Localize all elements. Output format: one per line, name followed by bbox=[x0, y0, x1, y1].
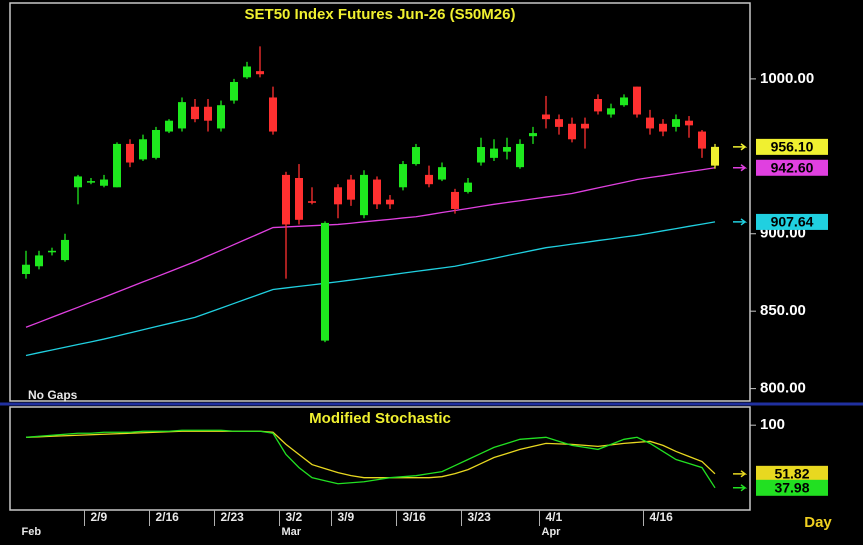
last-value-arrow bbox=[733, 484, 748, 492]
candle-body bbox=[282, 174, 290, 225]
panel-title: Modified Stochastic bbox=[309, 410, 451, 427]
candle-body bbox=[542, 114, 550, 120]
candle-body bbox=[74, 176, 82, 188]
last-value-box bbox=[756, 159, 828, 176]
candle-body bbox=[425, 174, 433, 185]
candle-body bbox=[347, 179, 355, 200]
candle-body bbox=[321, 222, 329, 341]
candle-body bbox=[516, 143, 524, 168]
chart-title: SET50 Index Futures Jun-26 (S50M26) bbox=[245, 6, 516, 23]
candle-body bbox=[35, 255, 43, 267]
last-value-arrow bbox=[733, 218, 748, 226]
candle-body bbox=[568, 123, 576, 140]
candle-body bbox=[152, 129, 160, 158]
candle-body bbox=[113, 143, 121, 188]
candle-body bbox=[490, 148, 498, 158]
x-tick-label: 2/9 bbox=[91, 510, 108, 524]
candle-body bbox=[87, 181, 95, 183]
candle-body bbox=[646, 117, 654, 129]
last-value-box bbox=[756, 479, 828, 496]
candle-body bbox=[581, 123, 589, 129]
candle-body bbox=[295, 177, 303, 220]
candle-body bbox=[217, 105, 225, 129]
last-value-box bbox=[756, 213, 828, 230]
x-tick-label: 2/23 bbox=[221, 510, 245, 524]
last-value-box bbox=[756, 138, 828, 155]
month-label: Feb bbox=[22, 526, 42, 538]
candle-body bbox=[165, 120, 173, 132]
x-tick-label: 3/16 bbox=[403, 510, 427, 524]
candle-body bbox=[711, 146, 719, 166]
moving-average-line bbox=[25, 167, 716, 328]
candle-body bbox=[503, 147, 511, 152]
last-value-arrow bbox=[733, 164, 748, 172]
candle-body bbox=[399, 164, 407, 188]
last-value-arrow bbox=[733, 470, 748, 478]
last-value-arrow bbox=[733, 143, 748, 151]
candle-body bbox=[438, 167, 446, 180]
candle-body bbox=[22, 264, 30, 275]
candle-body bbox=[126, 143, 134, 163]
last-value-label: 907.64 bbox=[771, 214, 814, 230]
candle-body bbox=[607, 108, 615, 115]
candle-body bbox=[360, 174, 368, 216]
candle-body bbox=[685, 120, 693, 126]
month-label: Apr bbox=[542, 526, 562, 538]
last-value-label: 51.82 bbox=[774, 466, 809, 482]
x-tick-label: 4/16 bbox=[650, 510, 674, 524]
y-tick-label: 850.00 bbox=[760, 302, 806, 319]
candle-body bbox=[269, 97, 277, 132]
candle-body bbox=[256, 71, 264, 75]
candle-body bbox=[334, 187, 342, 205]
annotation: No Gaps bbox=[28, 388, 78, 402]
y-tick-label: 1000.00 bbox=[760, 70, 814, 87]
candle-body bbox=[633, 86, 641, 115]
candle-body bbox=[243, 66, 251, 78]
last-value-box bbox=[756, 465, 828, 482]
x-tick-label: 3/9 bbox=[338, 510, 355, 524]
month-label: Mar bbox=[282, 526, 302, 538]
x-tick-label: 3/2 bbox=[286, 510, 303, 524]
candle-body bbox=[204, 106, 212, 121]
candle-body bbox=[451, 191, 459, 209]
candle-body bbox=[178, 102, 186, 129]
candle-body bbox=[659, 123, 667, 132]
period-label: Day bbox=[804, 514, 832, 531]
candle-body bbox=[308, 201, 316, 203]
candle-body bbox=[139, 139, 147, 160]
candle-body bbox=[529, 133, 537, 137]
candle-body bbox=[191, 106, 199, 120]
main-panel-frame bbox=[9, 2, 751, 402]
candle-body bbox=[61, 239, 69, 261]
candle-body bbox=[100, 179, 108, 186]
last-value-label: 956.10 bbox=[771, 139, 814, 155]
candle-body bbox=[373, 179, 381, 205]
y-tick-label: 800.00 bbox=[760, 380, 806, 397]
candle-body bbox=[594, 99, 602, 112]
moving-average-line bbox=[25, 221, 716, 357]
candle-body bbox=[698, 131, 706, 149]
candle-body bbox=[477, 147, 485, 163]
last-value-label: 942.60 bbox=[771, 159, 814, 175]
candle-body bbox=[48, 250, 56, 253]
candle-body bbox=[555, 119, 563, 127]
x-tick-label: 3/23 bbox=[468, 510, 492, 524]
x-tick-label: 4/1 bbox=[546, 510, 563, 524]
last-value-label: 37.98 bbox=[774, 480, 809, 496]
candle-body bbox=[412, 147, 420, 165]
stochastic-line bbox=[25, 430, 716, 479]
stochastic-line bbox=[25, 429, 716, 489]
candle-body bbox=[672, 119, 680, 127]
x-tick-label: 2/16 bbox=[156, 510, 180, 524]
candle-body bbox=[464, 182, 472, 192]
candle-body bbox=[230, 81, 238, 101]
candle-body bbox=[620, 97, 628, 106]
y-tick-label: 100 bbox=[760, 416, 785, 433]
lower-panel-frame bbox=[9, 406, 751, 511]
candle-body bbox=[386, 199, 394, 205]
